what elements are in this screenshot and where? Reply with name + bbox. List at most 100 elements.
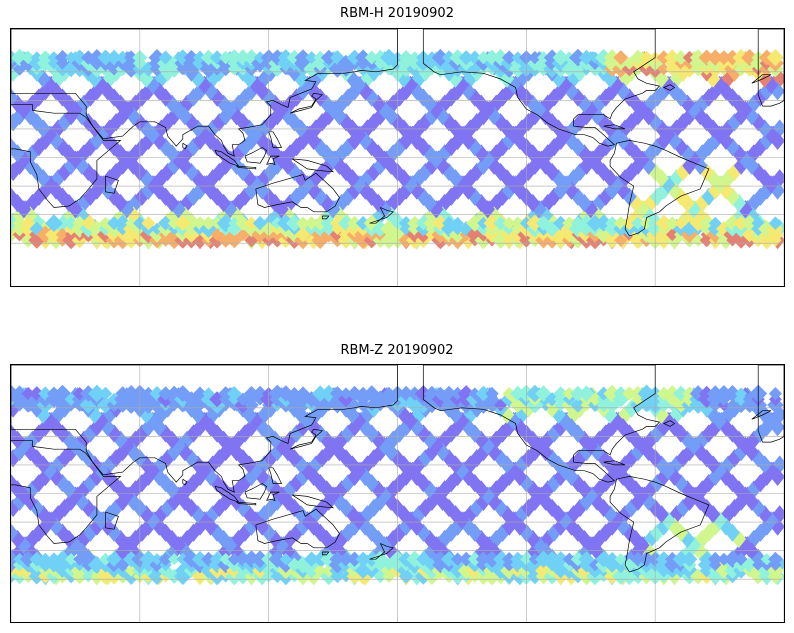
swath-cell [321,492,336,511]
swath-cell [553,131,568,150]
swath-cell [295,517,311,536]
swath-cell [708,467,723,486]
swath-cell [635,486,650,505]
swath-cell [547,474,562,493]
swath-cell [55,523,70,542]
swath-cell [570,397,586,413]
swath-cell [237,474,253,493]
swath-cell [87,405,102,424]
swath-cell [192,181,208,200]
swath-cell [141,517,156,536]
swath-cell [237,88,253,107]
swath-cell [466,226,484,243]
swath-cell [461,517,476,536]
swath-cell [680,430,695,449]
swath-cell [570,474,586,493]
swath-cell [512,82,528,101]
swath-cell [158,523,173,542]
map-canvas-rbm-z [11,365,784,622]
swath-cell [244,82,259,101]
swath-cell [371,480,386,499]
swath-cell [766,48,784,67]
swath-cell [628,144,643,163]
swath-cell [680,530,695,548]
swath-cell [255,517,270,536]
swath-cell [184,449,199,468]
swath-cell [751,449,766,468]
swath-cell [109,163,124,181]
swath-cell [237,424,253,443]
swath-cell [544,449,560,468]
swath-cell [525,530,540,548]
swath-cell [280,492,296,511]
coastlines [11,29,784,237]
swath-cell [708,551,723,567]
swath-cell [125,217,138,230]
swath-cell [124,50,139,65]
swath-cell [242,405,257,424]
swath-cell [727,449,742,468]
swath-cell [467,552,482,567]
swath-cell [171,200,186,219]
swath-cell [731,430,747,449]
swath-cell [422,144,437,163]
swath-cell [731,94,747,113]
swath-cell [39,552,52,566]
swath-cell [727,163,742,181]
swath-cell [193,398,207,412]
swath-cell [435,492,450,511]
swath-cell [590,156,605,175]
swath-cell [244,418,259,437]
swath-cell [11,113,21,132]
swath-cell [686,486,701,505]
swath-cell [106,523,122,542]
swath-cell [598,523,613,542]
swath-cell [158,552,173,567]
swath-cell [744,443,759,462]
swath-cell [469,449,485,468]
swath-cell [758,220,776,238]
swath-cell [313,216,328,231]
swath-cell [592,430,607,449]
swath-cell [364,523,379,542]
swath-cell [218,492,233,511]
swath-cell [16,536,32,555]
swath-cell [502,82,517,101]
swath-cell [486,492,502,511]
swath-cell [635,150,650,169]
coastline [609,140,710,237]
swath-cell [613,50,629,65]
swath-cell [701,138,716,157]
swath-cell [733,215,749,231]
swath-cell [229,492,244,511]
swath-cell [772,69,784,88]
swath-cell [570,424,586,443]
swath-cell [721,455,736,474]
swath-cell [570,88,586,107]
swath-cell [583,486,598,505]
satellite-swaths [11,48,784,250]
swath-cell [759,467,774,486]
swath-cell [201,551,216,567]
swath-cell [592,480,607,499]
swath-cell [502,131,517,150]
swath-cell [222,150,238,169]
swath-cell [11,523,19,542]
swath-cell [244,131,259,150]
swath-cell [11,474,19,493]
swath-cell [88,220,106,238]
satellite-swaths [11,384,784,586]
swath-cell [287,387,301,401]
swath-cell [532,486,547,505]
swath-cell [595,226,613,244]
swath-cell [577,94,592,113]
swath-cell [347,517,362,536]
swath-cell [226,232,243,249]
swath-cell [561,61,577,77]
swath-cell [675,113,691,132]
coastline [757,29,784,107]
swath-cell [168,553,181,566]
swath-cell [11,187,19,206]
swath-cell [226,386,242,401]
swath-cell [222,486,238,505]
